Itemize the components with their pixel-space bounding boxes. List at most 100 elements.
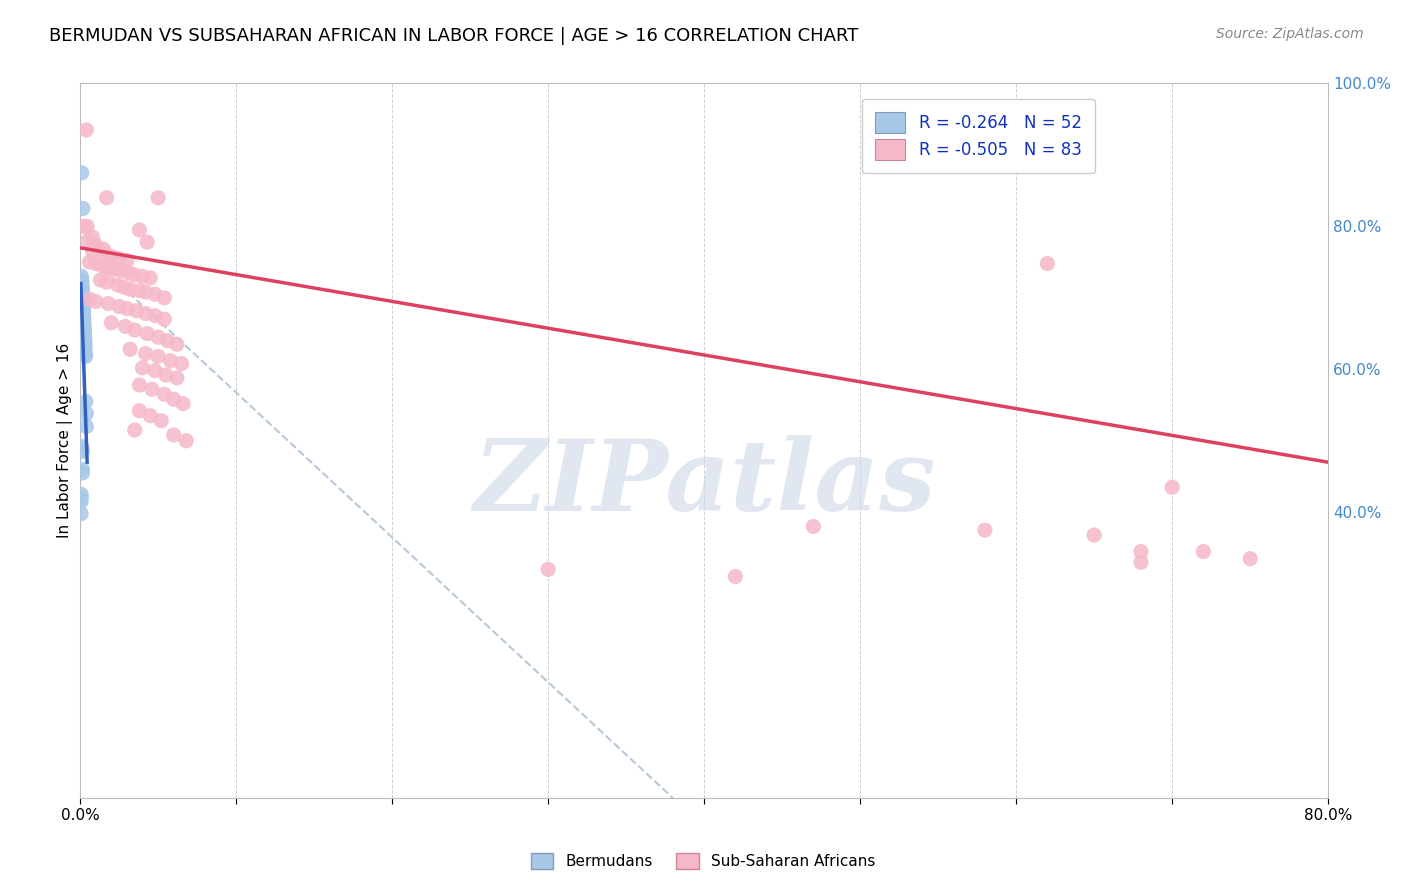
Point xyxy=(1161,480,1184,494)
Point xyxy=(110,263,132,277)
Point xyxy=(72,287,94,301)
Point xyxy=(141,382,163,396)
Point xyxy=(150,414,173,428)
Point xyxy=(73,323,96,337)
Point xyxy=(72,309,94,323)
Point xyxy=(136,326,159,341)
Point xyxy=(73,328,96,343)
Point xyxy=(135,285,157,299)
Point xyxy=(73,332,96,346)
Point xyxy=(143,309,166,323)
Point xyxy=(70,440,93,454)
Point xyxy=(97,296,120,310)
Point xyxy=(73,319,96,334)
Point xyxy=(75,419,97,434)
Point xyxy=(156,334,179,348)
Point xyxy=(94,246,117,260)
Point xyxy=(124,423,146,437)
Point xyxy=(155,368,177,382)
Point xyxy=(128,378,150,392)
Point xyxy=(72,466,94,480)
Text: Source: ZipAtlas.com: Source: ZipAtlas.com xyxy=(1216,27,1364,41)
Point xyxy=(117,266,139,280)
Point xyxy=(84,294,107,309)
Point xyxy=(72,202,94,216)
Point xyxy=(72,462,94,476)
Point xyxy=(112,280,135,294)
Point xyxy=(73,335,96,350)
Point xyxy=(1036,256,1059,270)
Point xyxy=(82,230,104,244)
Point xyxy=(146,191,169,205)
Point xyxy=(72,303,94,318)
Point xyxy=(135,307,157,321)
Point xyxy=(70,444,93,458)
Point xyxy=(75,123,97,137)
Point xyxy=(136,235,159,249)
Point xyxy=(73,321,96,335)
Point xyxy=(72,307,94,321)
Point xyxy=(70,166,93,180)
Point xyxy=(77,234,100,248)
Point xyxy=(128,403,150,417)
Point xyxy=(170,357,193,371)
Point xyxy=(84,237,107,252)
Point xyxy=(153,387,176,401)
Point xyxy=(75,350,97,364)
Point xyxy=(75,343,97,357)
Point xyxy=(115,253,138,268)
Point xyxy=(73,325,96,339)
Point xyxy=(124,323,146,337)
Point xyxy=(73,316,96,330)
Point xyxy=(166,337,188,351)
Point xyxy=(73,334,96,348)
Point xyxy=(1129,555,1152,569)
Point xyxy=(131,360,153,375)
Point xyxy=(163,392,186,407)
Point xyxy=(72,285,94,299)
Point xyxy=(163,428,186,442)
Point xyxy=(73,326,96,341)
Point xyxy=(153,291,176,305)
Point xyxy=(96,275,118,289)
Point xyxy=(146,350,169,364)
Point xyxy=(82,244,104,259)
Point xyxy=(128,284,150,298)
Point xyxy=(724,569,747,583)
Point xyxy=(146,330,169,344)
Point xyxy=(1129,544,1152,558)
Point xyxy=(166,371,188,385)
Point xyxy=(79,292,101,306)
Point xyxy=(1083,528,1105,542)
Point xyxy=(143,364,166,378)
Point xyxy=(72,292,94,306)
Point xyxy=(124,268,146,282)
Point xyxy=(100,249,122,263)
Point xyxy=(70,507,93,521)
Point xyxy=(114,319,136,334)
Point xyxy=(93,242,115,256)
Point xyxy=(118,343,141,357)
Point xyxy=(143,287,166,301)
Point xyxy=(70,273,93,287)
Point xyxy=(1192,544,1215,558)
Point xyxy=(139,270,162,285)
Point xyxy=(72,312,94,326)
Point xyxy=(79,255,101,269)
Point xyxy=(131,269,153,284)
Point xyxy=(72,291,94,305)
Point xyxy=(75,407,97,421)
Point xyxy=(86,241,108,255)
Point xyxy=(108,252,131,266)
Point xyxy=(72,305,94,319)
Text: ZIPatlas: ZIPatlas xyxy=(472,435,935,532)
Point xyxy=(75,346,97,360)
Point xyxy=(84,256,107,270)
Legend: R = -0.264   N = 52, R = -0.505   N = 83: R = -0.264 N = 52, R = -0.505 N = 83 xyxy=(862,99,1095,173)
Point xyxy=(73,330,96,344)
Point xyxy=(91,259,114,273)
Point xyxy=(537,562,560,576)
Point xyxy=(108,300,131,314)
Point xyxy=(72,296,94,310)
Point xyxy=(103,262,125,277)
